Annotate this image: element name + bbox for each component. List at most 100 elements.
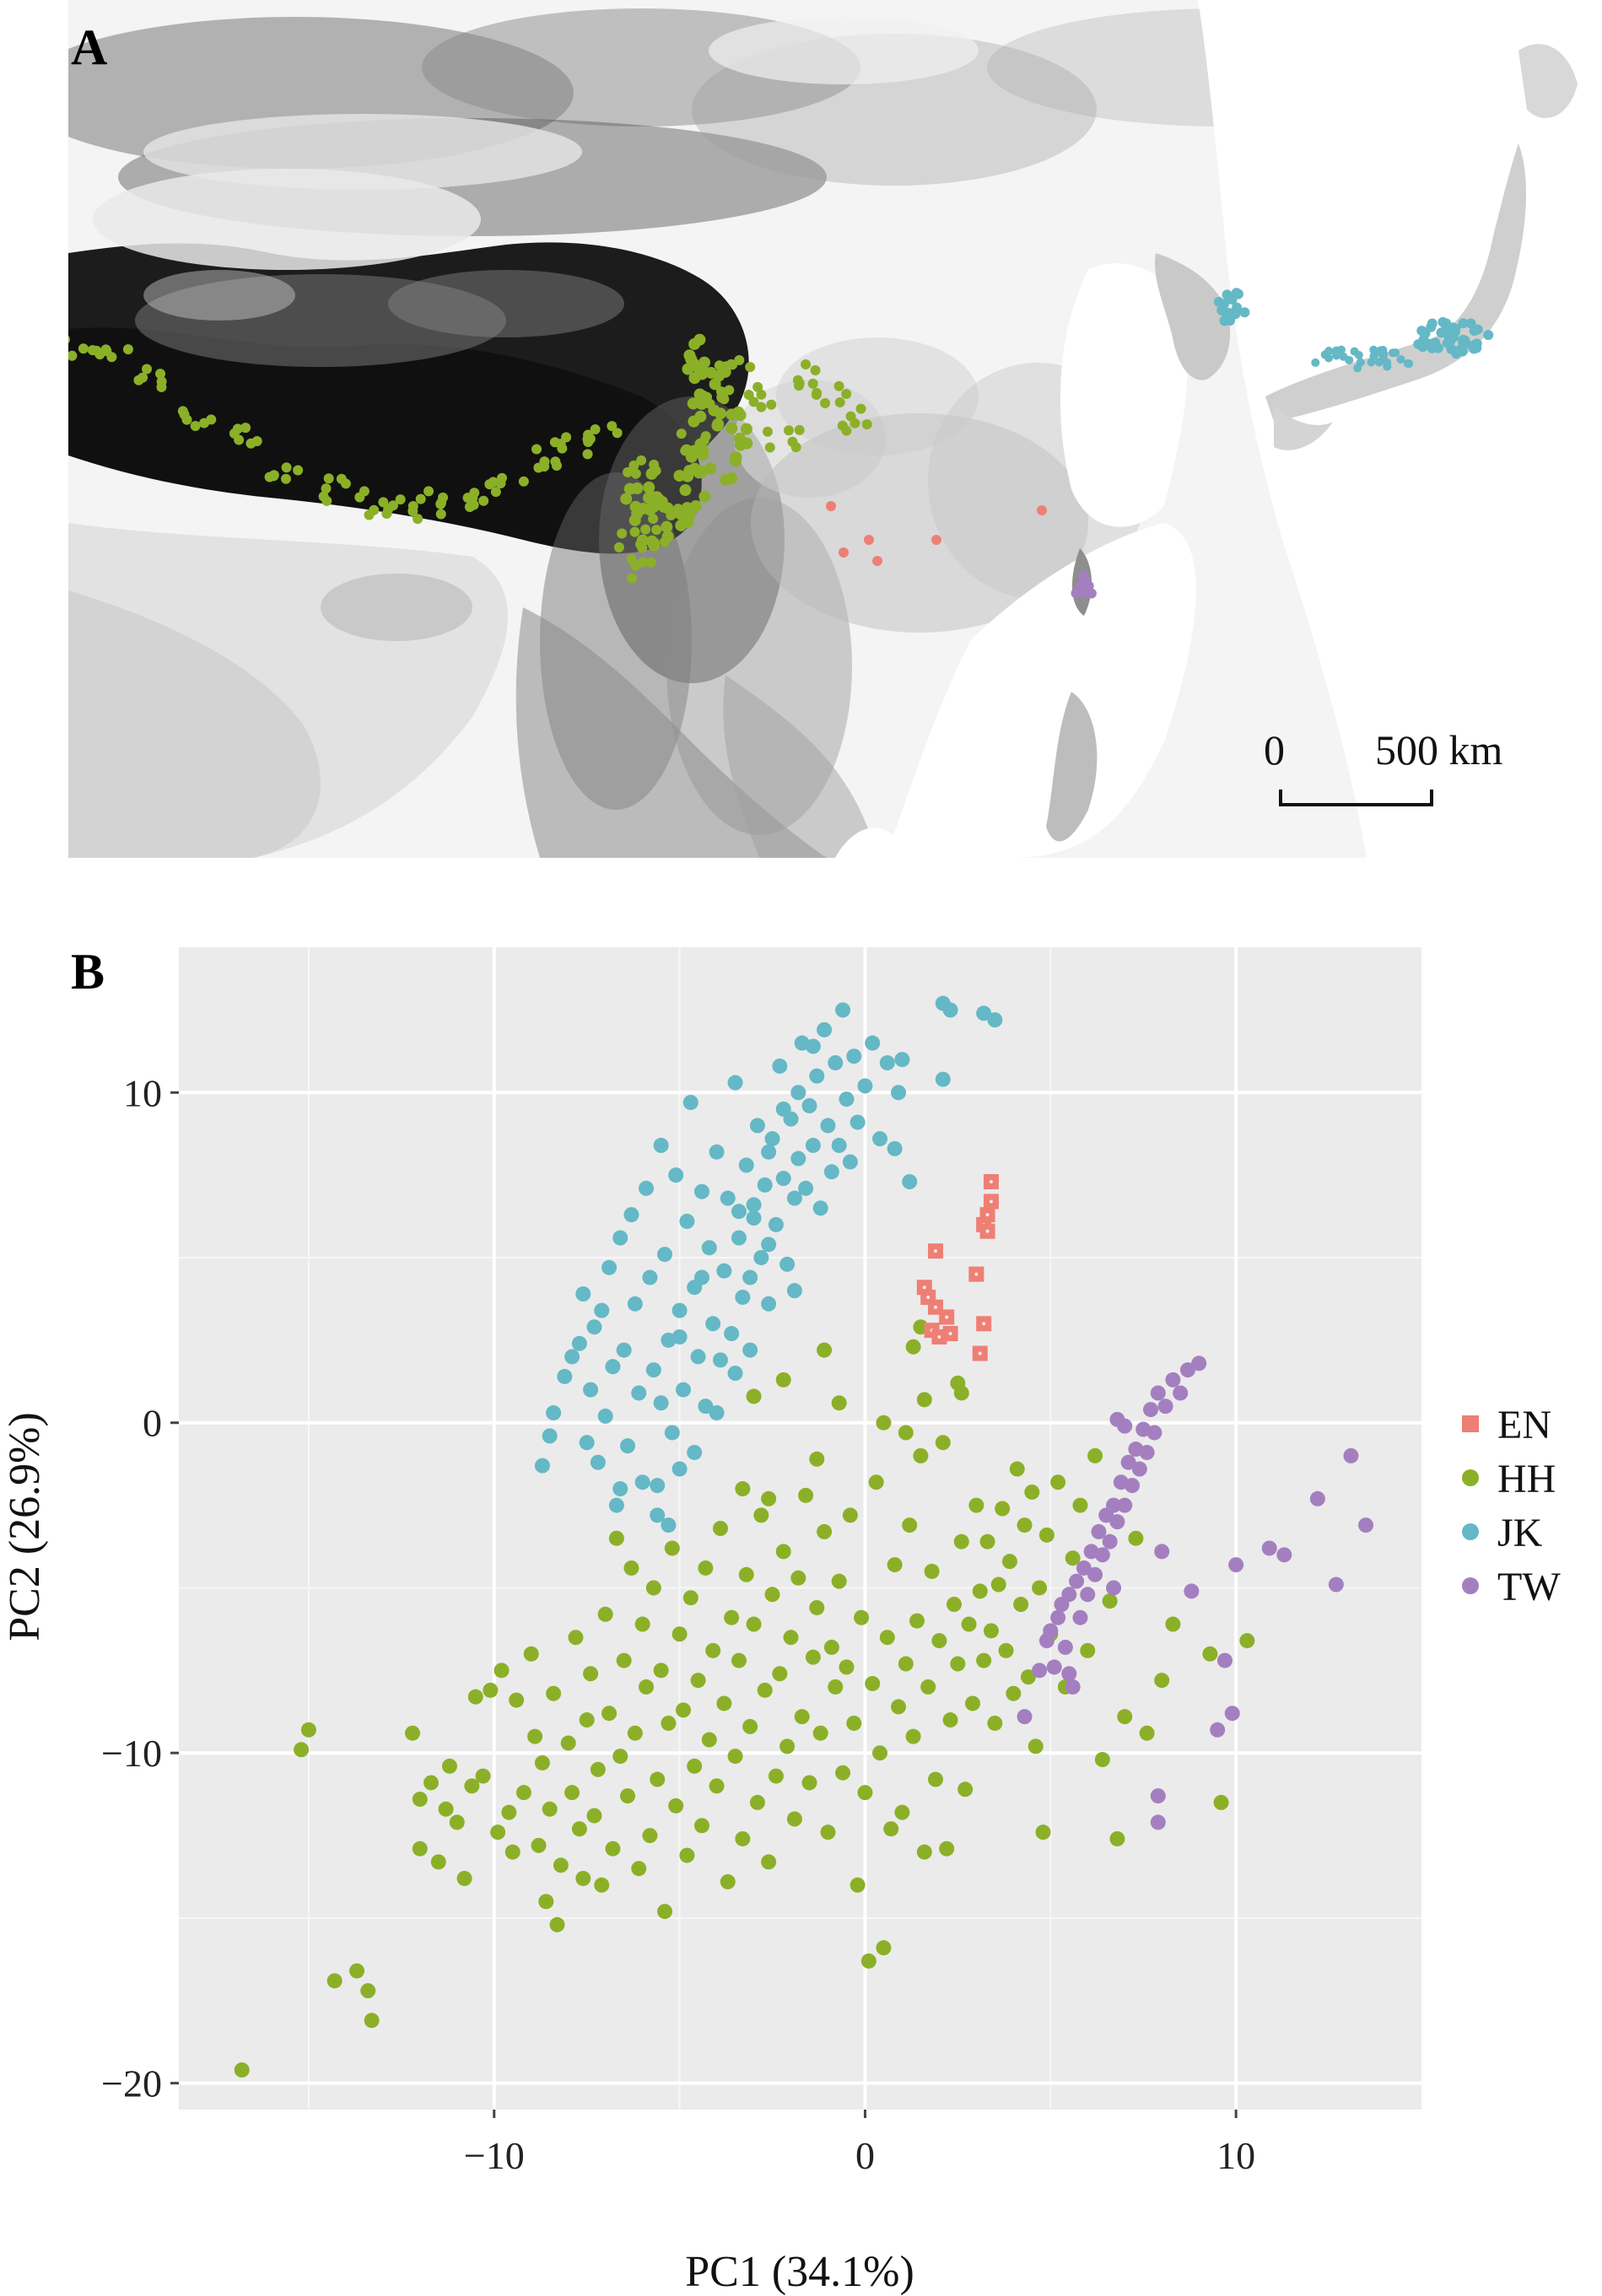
map-point [637, 542, 648, 553]
map-point [1458, 318, 1469, 329]
point-jk [764, 1131, 780, 1147]
legend-label: EN [1497, 1403, 1551, 1447]
map-point [643, 481, 655, 493]
point-hh [627, 1725, 643, 1741]
point-tw [1032, 1663, 1048, 1679]
map-point [651, 525, 662, 536]
point-jk [812, 1200, 828, 1216]
point-tw [1154, 1544, 1170, 1560]
point-jk [705, 1316, 721, 1332]
point-hh [786, 1811, 802, 1827]
point-hh [1001, 1554, 1017, 1570]
point-hh [523, 1646, 539, 1662]
point-hh [538, 1894, 554, 1910]
point-jk [690, 1349, 706, 1365]
map-point [645, 467, 658, 480]
point-hh [527, 1728, 543, 1744]
point-jk [746, 1210, 762, 1226]
point-hh [905, 1339, 921, 1355]
point-marker-dot [985, 1229, 990, 1233]
map-point [682, 470, 694, 482]
point-hh [501, 1804, 517, 1820]
map-point [725, 408, 738, 421]
map-point [1222, 289, 1233, 300]
map-point [864, 535, 874, 545]
point-jk [693, 1183, 709, 1199]
point-hh [605, 1841, 621, 1857]
point-hh [438, 1801, 454, 1817]
point-hh [879, 1630, 895, 1646]
point-jk [823, 1164, 839, 1180]
map-point [1469, 343, 1480, 354]
point-tw [1065, 1679, 1081, 1695]
map-point [762, 426, 773, 437]
point-tw [1061, 1666, 1077, 1682]
point-jk [738, 1157, 754, 1173]
point-marker-dot [989, 1199, 993, 1204]
point-hh [898, 1425, 914, 1441]
point-hh [768, 1768, 784, 1784]
point-jk [891, 1085, 907, 1101]
point-marker-dot [974, 1272, 979, 1276]
point-hh [850, 1877, 866, 1893]
point-hh [364, 2013, 380, 2029]
point-hh [872, 1745, 888, 1761]
point-hh [661, 1715, 677, 1731]
point-hh [568, 1630, 584, 1646]
point-hh [953, 1385, 969, 1401]
point-hh [772, 1666, 788, 1682]
point-hh [1050, 1474, 1066, 1490]
map-point [1483, 330, 1494, 341]
point-jk [839, 1091, 855, 1108]
point-jk [749, 1118, 765, 1134]
point-tw [1343, 1447, 1359, 1463]
map-point [1383, 358, 1392, 368]
point-hh [979, 1533, 995, 1550]
y-tick-label: −20 [101, 2062, 162, 2105]
point-hh [464, 1778, 480, 1794]
point-hh [817, 1523, 833, 1539]
point-hh [441, 1758, 457, 1774]
map-point [1427, 318, 1437, 329]
point-tw [1046, 1659, 1062, 1675]
point-hh [549, 1916, 565, 1932]
point-tw [1106, 1497, 1122, 1513]
point-hh [831, 1573, 847, 1589]
point-hh [735, 1830, 751, 1846]
point-tw [1210, 1722, 1226, 1738]
point-jk [608, 1497, 624, 1513]
map-point [138, 372, 148, 383]
point-jk [594, 1302, 610, 1318]
map-point [607, 421, 618, 432]
point-jk [601, 1259, 618, 1275]
point-hh [953, 1533, 969, 1550]
point-hh [916, 1392, 932, 1408]
point-hh [783, 1630, 799, 1646]
point-hh [939, 1841, 955, 1857]
map-point [752, 381, 763, 392]
point-jk [742, 1269, 758, 1285]
point-hh [657, 1904, 673, 1920]
map-point [649, 459, 660, 470]
point-hh [597, 1606, 613, 1622]
point-jk [631, 1385, 647, 1401]
point-jk [571, 1335, 587, 1351]
point-jk [976, 1005, 992, 1021]
map-point [850, 418, 860, 428]
map-point [232, 423, 243, 434]
y-tick-label: 10 [123, 1071, 162, 1114]
map-point [1324, 353, 1334, 363]
map-point [623, 466, 634, 477]
point-jk [757, 1177, 773, 1193]
point-hh [809, 1599, 825, 1615]
map-point [1079, 586, 1090, 597]
point-hh [883, 1821, 899, 1837]
map-point [1413, 339, 1424, 350]
point-hh [546, 1685, 562, 1701]
point-hh [294, 1742, 310, 1758]
point-tw [1146, 1425, 1162, 1441]
point-jk [557, 1368, 573, 1384]
map-point [531, 444, 542, 455]
map-point [1379, 349, 1389, 358]
legend-item-en: EN [1462, 1403, 1551, 1447]
